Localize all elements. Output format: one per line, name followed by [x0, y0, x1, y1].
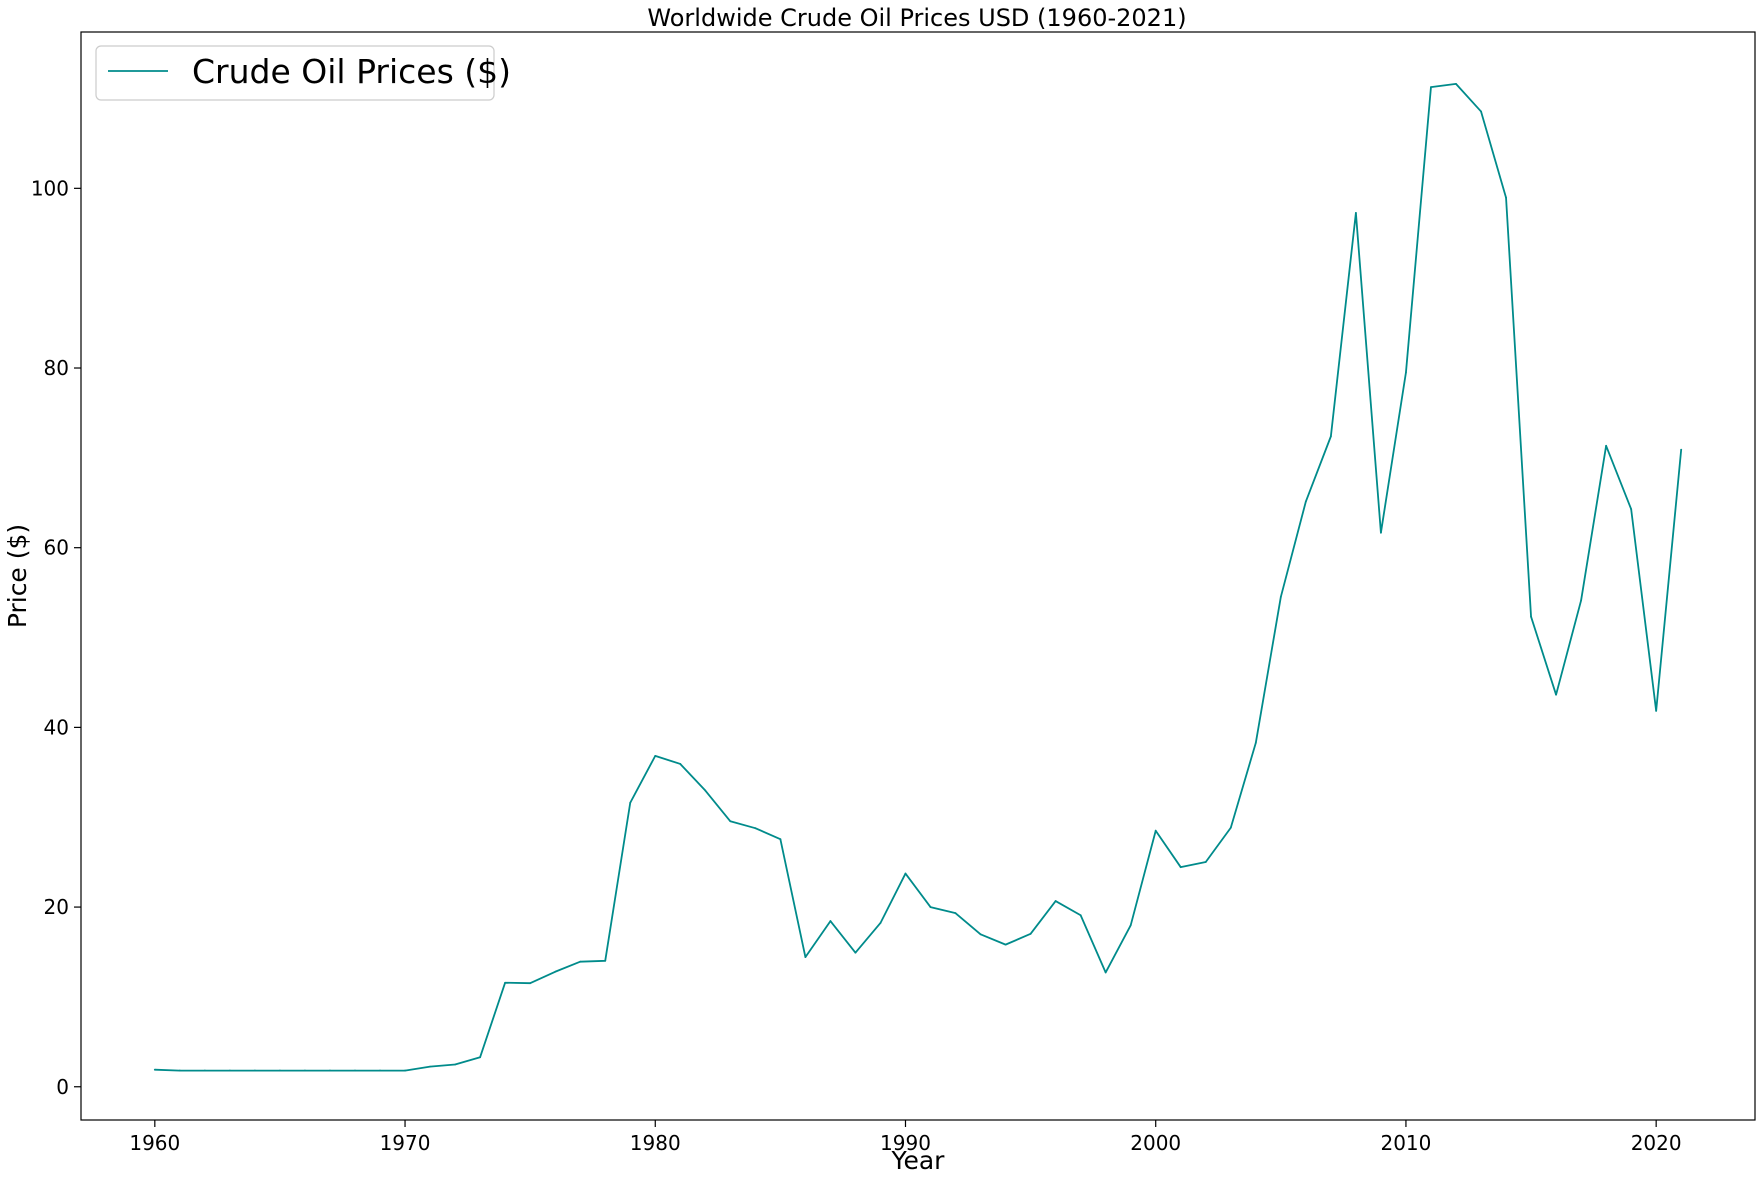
data-point-2003	[1229, 826, 1232, 829]
data-point-1991	[929, 906, 932, 908]
legend-box	[95, 45, 495, 101]
data-point-2020	[1655, 709, 1658, 712]
data-point-1963	[228, 1069, 231, 1072]
data-point-2006	[1304, 500, 1307, 503]
data-point-2007	[1329, 435, 1332, 438]
data-point-1977	[579, 960, 582, 963]
data-point-1975	[529, 982, 532, 985]
data-point-2017	[1580, 599, 1582, 602]
y-tick-label-80: 80	[44, 356, 69, 380]
y-tick-label-20: 20	[44, 895, 69, 919]
data-point-1992	[954, 912, 957, 915]
data-point-1960	[153, 1068, 156, 1071]
data-point-2009	[1380, 531, 1382, 534]
chart-title: Worldwide Crude Oil Prices USD (1960-202…	[647, 4, 1186, 32]
y-tick-label-100: 100	[31, 176, 69, 200]
x-tick-label-2010: 2010	[1380, 1131, 1431, 1155]
data-point-2021	[1680, 448, 1683, 451]
data-point-2016	[1555, 693, 1557, 696]
data-point-2005	[1279, 596, 1282, 598]
data-point-2018	[1605, 444, 1608, 447]
data-point-2019	[1630, 508, 1633, 510]
data-point-1974	[504, 981, 507, 984]
data-point-1990	[904, 872, 907, 875]
x-tick-label-1990: 1990	[880, 1131, 931, 1155]
data-point-1993	[979, 933, 982, 936]
data-point-1969	[379, 1069, 381, 1072]
data-point-1972	[454, 1063, 456, 1066]
data-point-1973	[479, 1056, 482, 1059]
data-point-1979	[629, 801, 632, 804]
data-point-1970	[404, 1069, 406, 1072]
data-point-2012	[1455, 82, 1457, 85]
x-tick-label-1970: 1970	[380, 1131, 431, 1155]
data-point-1988	[854, 951, 857, 954]
legend-label-crude-oil-prices: Crude Oil Prices ($)	[192, 52, 511, 91]
plot-area	[153, 82, 1683, 1072]
data-point-1982	[704, 789, 707, 792]
x-tick-label-1960: 1960	[129, 1131, 180, 1155]
data-point-1983	[729, 820, 732, 823]
y-tick-label-0: 0	[56, 1075, 69, 1099]
data-point-1980	[654, 754, 657, 757]
x-tick-label-2000: 2000	[1130, 1131, 1181, 1155]
y-axis-label: Price ($)	[3, 524, 32, 628]
data-point-1966	[304, 1069, 306, 1072]
data-point-1994	[1004, 943, 1007, 946]
data-point-1984	[754, 827, 757, 830]
data-point-2010	[1405, 371, 1407, 374]
data-point-1987	[829, 920, 832, 922]
data-point-1995	[1029, 932, 1032, 935]
data-point-1985	[779, 838, 782, 841]
data-point-1996	[1054, 900, 1057, 902]
data-point-2014	[1505, 196, 1507, 199]
x-axis-label: Year	[891, 1146, 946, 1175]
data-point-2013	[1480, 110, 1482, 113]
data-point-1986	[804, 956, 807, 959]
y-axis: 0 20 40 60 80 100	[31, 176, 81, 1099]
data-point-1981	[679, 763, 682, 765]
data-point-1962	[203, 1069, 206, 1072]
y-tick-label-60: 60	[44, 536, 69, 560]
data-point-1961	[178, 1069, 181, 1072]
x-tick-label-2020: 2020	[1631, 1131, 1682, 1155]
y-tick-label-40: 40	[44, 715, 69, 739]
data-point-1997	[1079, 914, 1082, 917]
data-point-1978	[604, 959, 607, 962]
x-axis: 1960 1970 1980 1990 2000 2010 2020	[129, 1120, 1682, 1155]
data-point-2011	[1430, 86, 1432, 89]
data-point-1976	[554, 970, 557, 973]
data-point-1965	[279, 1069, 281, 1072]
x-tick-label-1980: 1980	[630, 1131, 681, 1155]
data-point-1964	[254, 1069, 256, 1072]
data-point-1989	[879, 922, 882, 924]
data-point-1968	[354, 1069, 356, 1072]
series-line-crude-oil-prices	[154, 82, 1683, 1072]
data-point-2015	[1530, 615, 1532, 618]
data-point-2004	[1254, 742, 1257, 744]
data-point-2002	[1204, 861, 1207, 863]
data-point-2001	[1179, 866, 1182, 869]
legend: Crude Oil Prices ($)	[95, 45, 511, 101]
data-point-2000	[1154, 829, 1157, 832]
data-point-1999	[1129, 924, 1132, 927]
data-point-1998	[1104, 971, 1107, 974]
plot-frame	[80, 31, 1756, 1121]
data-point-2008	[1354, 212, 1357, 214]
data-point-1971	[429, 1065, 431, 1068]
data-point-1967	[329, 1069, 331, 1072]
